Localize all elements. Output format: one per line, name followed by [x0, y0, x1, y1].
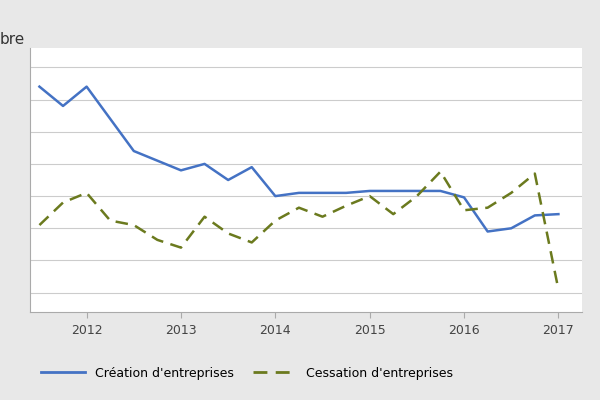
Text: bre: bre [0, 32, 25, 47]
Legend: Création d'entreprises, Cessation d'entreprises: Création d'entreprises, Cessation d'entr… [36, 361, 458, 385]
